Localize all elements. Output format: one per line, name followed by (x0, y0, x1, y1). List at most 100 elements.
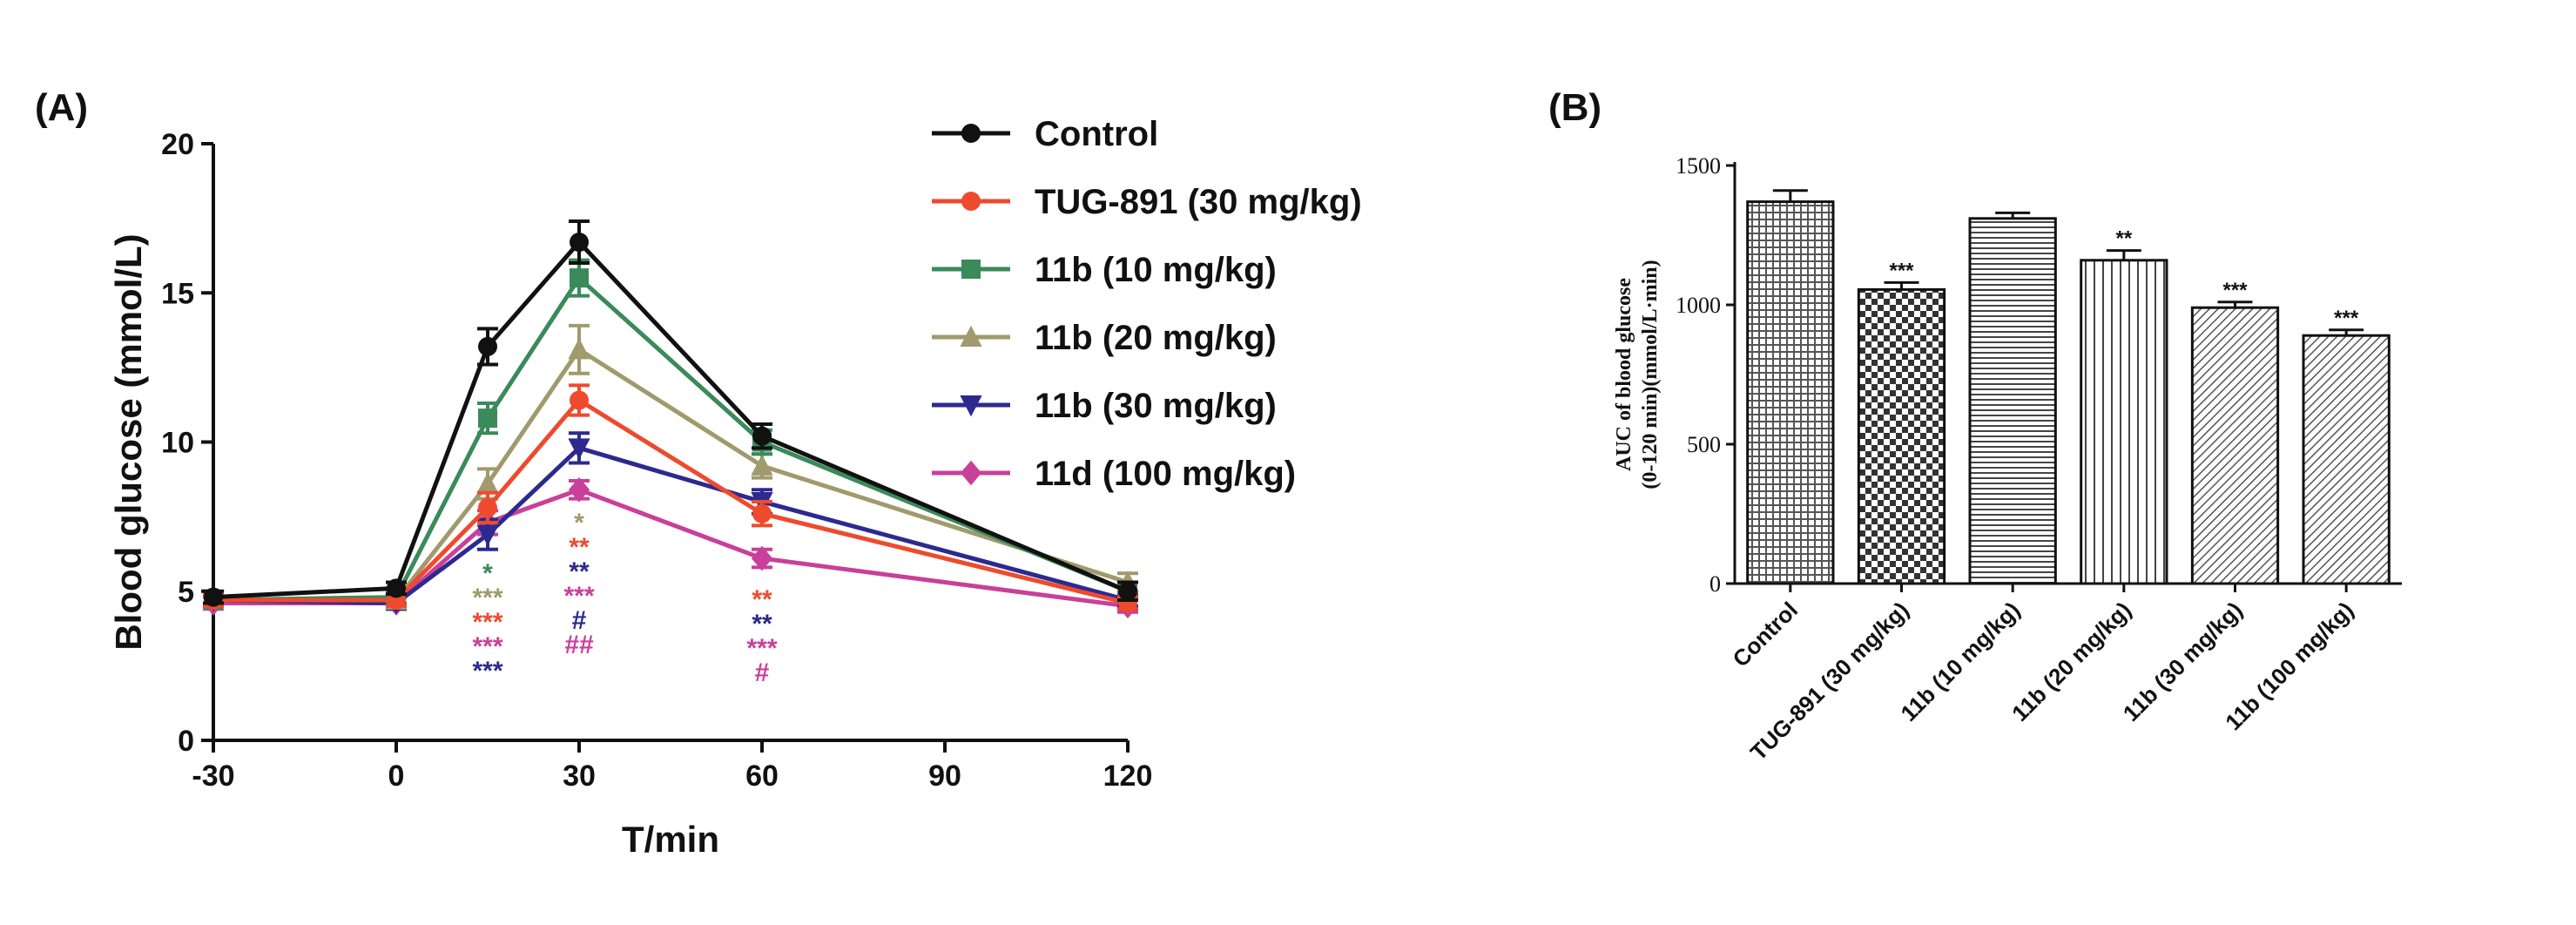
panel-b-bars: Control***TUG-891 (30 mg/kg)11b (10 mg/k… (1728, 189, 2391, 766)
significance-mark: *** (2222, 279, 2248, 302)
category-label: 11b (30 mg/kg) (2118, 597, 2248, 726)
significance-mark: # (755, 658, 770, 687)
y-tick-label: 20 (161, 128, 194, 161)
y-tick-label: 1500 (1676, 153, 1721, 179)
bar (1968, 217, 2057, 585)
significance-mark: *** (472, 632, 502, 661)
bar (2080, 259, 2168, 585)
data-point (752, 503, 772, 523)
data-point (476, 524, 499, 546)
y-tick-label: 500 (1687, 432, 1721, 457)
legend-marker (960, 325, 982, 347)
legend-item: 11b (30 mg/kg) (932, 387, 1277, 425)
panel-b-label: (B) (1548, 86, 1602, 129)
category-label: 11b (10 mg/kg) (1895, 597, 2025, 726)
x-tick-label: 120 (1103, 760, 1153, 793)
legend-item: Control (932, 115, 1158, 153)
panel-a-x-axis-title: T/min (622, 819, 719, 860)
x-tick-label: -30 (192, 760, 234, 793)
bar (2302, 334, 2391, 585)
data-point (570, 268, 589, 288)
bar-group: Control (1728, 189, 1835, 672)
x-tick-label: 0 (388, 760, 405, 793)
series-line (212, 239, 1129, 600)
significance-mark: *** (2334, 307, 2359, 330)
y-tick-label: 15 (161, 277, 194, 310)
bar (1746, 200, 1835, 585)
data-point (570, 390, 589, 410)
data-point (751, 454, 773, 476)
y-tick-label: 1000 (1676, 293, 1721, 318)
legend-label: 11d (100 mg/kg) (1035, 455, 1296, 493)
bar (1857, 287, 1946, 585)
legend-label: TUG-891 (30 mg/kg) (1035, 183, 1362, 221)
significance-mark: *** (563, 582, 594, 611)
panel-a-y-axis-title: Blood glucose (mmol/L) (108, 233, 149, 650)
significance-mark: *** (472, 657, 502, 685)
series-tug-891-30-mg-kg- (203, 383, 1138, 613)
panel-a-significance-marks: *********************###*******# (472, 509, 777, 687)
legend-label: 11b (10 mg/kg) (1035, 251, 1277, 289)
y-tick-label: 0 (1709, 571, 1721, 597)
significance-mark: * (482, 559, 493, 588)
panel-b-axes: 0 500 1000 1500 (1676, 153, 2402, 597)
panel-a-series (202, 219, 1139, 619)
y-tick-label: 10 (161, 427, 194, 460)
legend-marker (961, 124, 981, 143)
significance-mark: *** (1889, 259, 1914, 282)
legend-label: 11b (30 mg/kg) (1035, 387, 1277, 425)
data-point (204, 587, 223, 607)
significance-mark: * (574, 509, 584, 537)
panel-a-legend: Control TUG-891 (30 mg/kg) 11b (10 mg/kg) 1… (932, 115, 1362, 493)
significance-mark: # (572, 606, 587, 635)
data-point (1118, 581, 1137, 601)
series-control (203, 219, 1138, 607)
significance-mark: ** (2115, 227, 2132, 251)
data-point (478, 408, 497, 429)
panel-a-label: (A) (35, 86, 88, 129)
data-point (568, 338, 590, 360)
category-label: 11b (20 mg/kg) (2006, 597, 2136, 726)
data-point (570, 233, 589, 253)
legend-marker (961, 260, 981, 279)
series-line (213, 397, 1129, 605)
significance-mark: ** (569, 557, 590, 586)
y-tick-label: 5 (178, 576, 194, 609)
series-line (212, 445, 1129, 605)
x-tick-label: 30 (563, 760, 596, 793)
series-11b-10-mg-kg- (203, 258, 1138, 611)
x-tick-label: 60 (745, 760, 779, 793)
legend-marker (960, 460, 982, 486)
panel-b-y-axis-title-line2: (0-120 min)(mmol/L·min) (1639, 260, 1662, 489)
data-point (387, 578, 406, 598)
data-point (568, 477, 590, 503)
panel-b-y-axis-title-line1: AUC of blood glucose (1613, 278, 1635, 471)
legend-marker (960, 395, 982, 417)
legend-item: 11b (10 mg/kg) (932, 251, 1277, 289)
significance-mark: *** (472, 584, 502, 612)
legend-item: TUG-891 (30 mg/kg) (932, 183, 1362, 221)
series-line (212, 274, 1129, 603)
y-tick-label: 0 (178, 725, 194, 758)
data-point (478, 336, 497, 356)
data-point (476, 472, 499, 494)
legend-item: 11b (20 mg/kg) (932, 319, 1277, 357)
significance-mark: ** (752, 610, 772, 638)
legend-marker (961, 192, 981, 211)
data-point (751, 545, 773, 571)
category-label: Control (1728, 597, 1804, 672)
legend-label: Control (1035, 115, 1158, 153)
significance-mark: ## (564, 631, 594, 659)
x-tick-label: 90 (928, 760, 961, 793)
significance-mark: *** (472, 608, 502, 637)
significance-mark: *** (746, 634, 777, 663)
data-point (478, 497, 497, 517)
legend-item: 11d (100 mg/kg) (932, 455, 1296, 493)
bar (2190, 306, 2280, 585)
legend-label: 11b (20 mg/kg) (1035, 319, 1277, 357)
data-point (752, 426, 772, 446)
